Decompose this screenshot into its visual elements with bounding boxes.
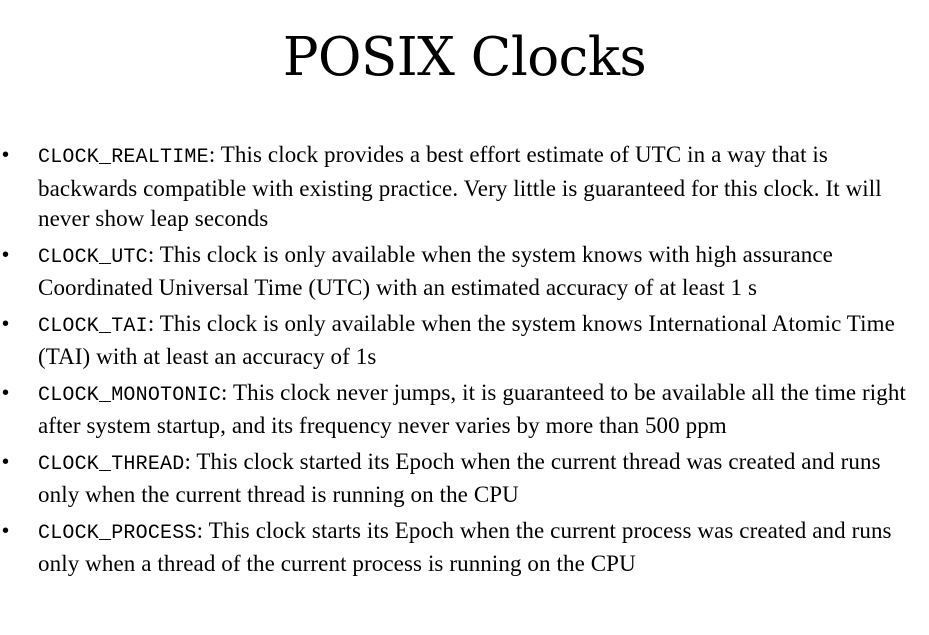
clock-description: : This clock is only available when the …	[38, 241, 833, 301]
clock-name: CLOCK_TAI	[38, 314, 148, 338]
clock-name: CLOCK_REALTIME	[38, 146, 209, 169]
bullet-marker: •	[2, 144, 10, 166]
clock-name: CLOCK_THREAD	[38, 452, 185, 476]
list-item: • CLOCK_THREAD: This clock started its Ep…	[0, 447, 929, 511]
clock-name: CLOCK_UTC	[38, 245, 148, 269]
clock-description: : This clock is only available when the …	[38, 310, 895, 370]
bullet-marker: •	[2, 312, 10, 335]
list-item: • CLOCK_UTC: This clock is only available…	[0, 240, 929, 304]
clock-name: CLOCK_PROCESS	[38, 521, 197, 545]
slide-title: POSIX Clocks	[282, 27, 647, 88]
bullet-list: • CLOCK_REALTIME: This clock provides a b…	[0, 140, 929, 585]
clock-description: : This clock started its Epoch when the …	[38, 448, 881, 508]
list-item: • CLOCK_REALTIME: This clock provides a b…	[0, 140, 929, 235]
bullet-marker: •	[2, 519, 10, 542]
bullet-marker: •	[2, 381, 10, 404]
list-item: • CLOCK_MONOTONIC: This clock never jumps…	[0, 378, 929, 442]
clock-name: CLOCK_MONOTONIC	[38, 383, 222, 407]
bullet-marker: •	[2, 243, 10, 266]
clock-description: : This clock starts its Epoch when the c…	[38, 517, 892, 577]
bullet-marker: •	[2, 450, 10, 473]
clock-description: : This clock never jumps, it is guarante…	[38, 379, 906, 439]
list-item: • CLOCK_TAI: This clock is only available…	[0, 309, 929, 373]
list-item: • CLOCK_PROCESS: This clock starts its Ep…	[0, 516, 929, 580]
clock-description: : This clock provides a best effort esti…	[38, 142, 882, 231]
